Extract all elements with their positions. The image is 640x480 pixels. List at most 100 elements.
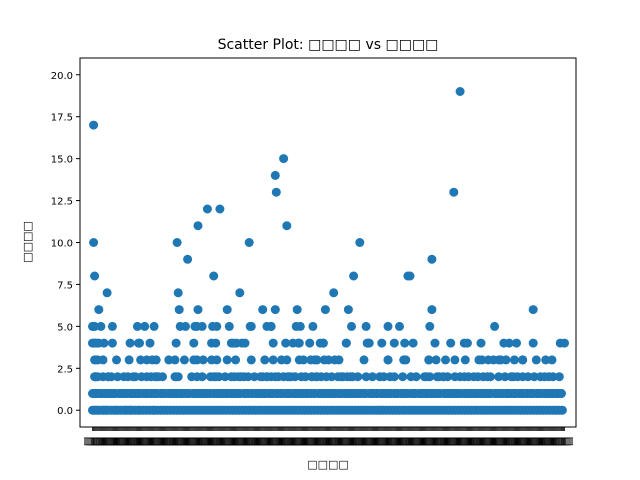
x-tick-label: □□: [487, 436, 506, 447]
x-tick-label: □□: [351, 436, 370, 447]
scatter-point: [355, 238, 365, 247]
x-tick-label: □□: [479, 436, 498, 447]
x-tick-label: □□: [143, 436, 162, 447]
x-tick-label: □□: [251, 436, 270, 447]
x-tick-label: □□: [470, 436, 489, 447]
x-tick-label: □□: [142, 436, 161, 447]
scatter-point: [262, 372, 272, 382]
scatter-point: [401, 389, 411, 398]
x-tick-label: □□: [159, 436, 178, 447]
x-tick-label: □□: [289, 436, 308, 447]
scatter-point: [430, 338, 440, 348]
x-tick-label: □□: [330, 436, 349, 447]
x-tick-label: □□: [97, 436, 116, 447]
x-tick-label: □□: [429, 436, 448, 447]
scatter-point: [301, 389, 310, 398]
scatter-point: [179, 355, 189, 365]
x-tick-label: □□: [267, 436, 286, 447]
x-tick-label: □□: [551, 436, 570, 447]
scatter-point: [301, 372, 310, 382]
x-tick-label: □□: [201, 436, 220, 447]
scatter-point: [91, 372, 101, 382]
scatter-point: [494, 372, 504, 382]
scatter-point: [181, 321, 190, 331]
x-tick-label: □□: [333, 436, 352, 447]
x-tick-label: □□: [407, 436, 426, 447]
x-tick-label: □□: [489, 436, 508, 447]
x-tick-label: □□: [323, 436, 342, 447]
x-tick-label: □□: [220, 436, 239, 447]
y-tick-label: 15.0: [51, 155, 73, 166]
scatter-point: [243, 372, 253, 382]
x-tick-label: □□: [205, 436, 224, 447]
scatter-point: [259, 389, 269, 398]
x-tick-label: □□: [139, 436, 158, 447]
x-tick-label: □□: [375, 436, 394, 447]
scatter-point: [501, 389, 511, 398]
x-tick-label: □□: [273, 436, 292, 447]
x-tick-label: □□: [162, 436, 181, 447]
x-tick-label: □□: [460, 436, 479, 447]
scatter-point: [389, 338, 399, 348]
x-tick-label: □□: [383, 436, 402, 447]
scatter-point: [102, 288, 112, 298]
scatter-point: [184, 389, 194, 398]
x-tick-label: □□: [189, 436, 208, 447]
x-tick-label: □□: [114, 436, 133, 447]
scatter-point: [125, 389, 135, 398]
scatter-point: [258, 305, 268, 315]
x-tick-label: □□: [482, 436, 501, 447]
x-tick-label: □□: [486, 436, 505, 447]
x-tick-label: □□: [293, 436, 312, 447]
x-tick-label: □□: [115, 436, 134, 447]
y-axis-title: □□□□: [21, 221, 34, 263]
scatter-point: [476, 338, 486, 348]
scatter-point: [164, 355, 174, 365]
y-tick-label: 12.5: [51, 197, 73, 208]
x-tick-label: □□: [548, 436, 567, 447]
x-tick-label: □□: [423, 436, 442, 447]
x-tick-label: □□: [545, 436, 564, 447]
x-tick-label: □□: [467, 436, 486, 447]
scatter-point: [268, 338, 278, 348]
scatter-point: [389, 372, 399, 382]
x-tick-label: □□: [165, 436, 184, 447]
x-tick-label: □□: [288, 436, 307, 447]
x-tick-label: □□: [521, 436, 540, 447]
scatter-point: [151, 372, 161, 382]
scatter-point: [256, 372, 266, 382]
x-tick-label: □□: [325, 436, 344, 447]
x-tick-label: □□: [477, 436, 496, 447]
x-tick-label: □□: [111, 436, 130, 447]
scatter-point: [222, 355, 232, 365]
scatter-point: [308, 321, 318, 331]
scatter-point: [149, 321, 159, 331]
x-tick-label: □□: [112, 436, 131, 447]
x-tick-label: □□: [362, 436, 381, 447]
x-tick-label: □□: [512, 436, 531, 447]
x-tick-label: □□: [403, 436, 422, 447]
x-tick-label: □□: [233, 436, 252, 447]
x-tick-label: □□: [387, 436, 406, 447]
x-tick-label: □□: [181, 436, 200, 447]
scatter-point: [172, 238, 182, 247]
scatter-point: [268, 355, 278, 365]
x-tick-label: □□: [476, 436, 495, 447]
scatter-point: [361, 321, 371, 331]
x-tick-label: □□: [243, 436, 262, 447]
scatter-point: [159, 389, 168, 398]
x-tick-label: □□: [417, 436, 436, 447]
scatter-point: [90, 338, 100, 348]
x-tick-label: □□: [427, 436, 446, 447]
x-tick-label: □□: [91, 436, 110, 447]
scatter-point: [305, 338, 315, 348]
x-tick-label: □□: [532, 436, 551, 447]
x-tick-label: □□: [121, 436, 140, 447]
scatter-point: [383, 355, 393, 365]
x-tick-label: □□: [104, 436, 123, 447]
scatter-point: [103, 372, 113, 382]
scatter-point: [125, 338, 135, 348]
x-tick-label: □□: [346, 436, 365, 447]
scatter-point: [150, 389, 160, 398]
x-tick-label: □□: [231, 436, 250, 447]
